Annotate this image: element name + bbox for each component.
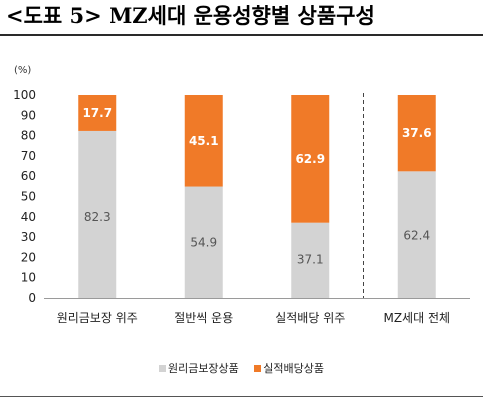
y-tick-label: 80	[21, 129, 36, 143]
legend-label-performance: 실적배당상품	[263, 362, 325, 375]
y-tick-label: 10	[21, 271, 36, 285]
legend-swatch-principal	[158, 364, 166, 372]
title-underline	[0, 34, 483, 36]
data-label: 62.4	[403, 229, 430, 243]
y-axis: 0 10 20 30 40 50 60 70 80 90 100	[13, 88, 36, 305]
legend-label-principal: 원리금보장상품	[167, 362, 239, 375]
data-label: 82.3	[84, 210, 111, 224]
legend-swatch-performance	[254, 364, 262, 372]
legend-item-performance: 실적배당상품	[254, 360, 324, 376]
y-tick-label: 100	[13, 88, 36, 102]
x-axis: 원리금보장 위주 절반씩 운용 실적배당 위주 MZ세대 전체	[44, 298, 470, 325]
data-label: 45.1	[189, 134, 219, 148]
bar-segment	[78, 95, 117, 131]
bar-segment	[291, 95, 330, 223]
x-category-label: MZ세대 전체	[383, 311, 450, 325]
y-tick-label: 60	[21, 169, 36, 183]
bar-segment	[397, 171, 436, 298]
bottom-rule	[0, 396, 483, 397]
x-category-label: 절반씩 운용	[174, 311, 233, 325]
legend-item-principal: 원리금보장상품	[158, 360, 239, 376]
figure-title: <도표 5> MZ세대 운용성향별 상품구성	[6, 3, 375, 28]
bar-segment	[184, 95, 223, 187]
y-tick-label: 50	[21, 190, 36, 204]
data-label: 54.9	[190, 236, 217, 250]
bar-segment	[184, 186, 223, 298]
y-tick-label: 40	[21, 210, 36, 224]
y-tick-label: 30	[21, 230, 36, 244]
bar-segment	[291, 222, 330, 298]
y-tick-label: 90	[21, 108, 36, 122]
y-unit-label: (%)	[14, 65, 31, 76]
data-label: 37.1	[297, 252, 324, 266]
y-tick-label: 20	[21, 250, 36, 264]
data-label: 17.7	[82, 106, 112, 120]
bar-segment	[78, 130, 117, 298]
bar-segment	[397, 95, 436, 172]
x-category-label: 원리금보장 위주	[57, 311, 138, 325]
y-tick-label: 0	[28, 291, 36, 305]
data-label: 37.6	[402, 126, 432, 140]
y-tick-label: 70	[21, 149, 36, 163]
x-category-label: 실적배당 위주	[275, 311, 345, 325]
data-label: 62.9	[295, 152, 325, 166]
bars: 82.3 17.7 54.9 45.1 37.1 62.9 62.4 37.6	[78, 93, 436, 298]
legend: 원리금보장상품 실적배당상품	[0, 360, 483, 376]
